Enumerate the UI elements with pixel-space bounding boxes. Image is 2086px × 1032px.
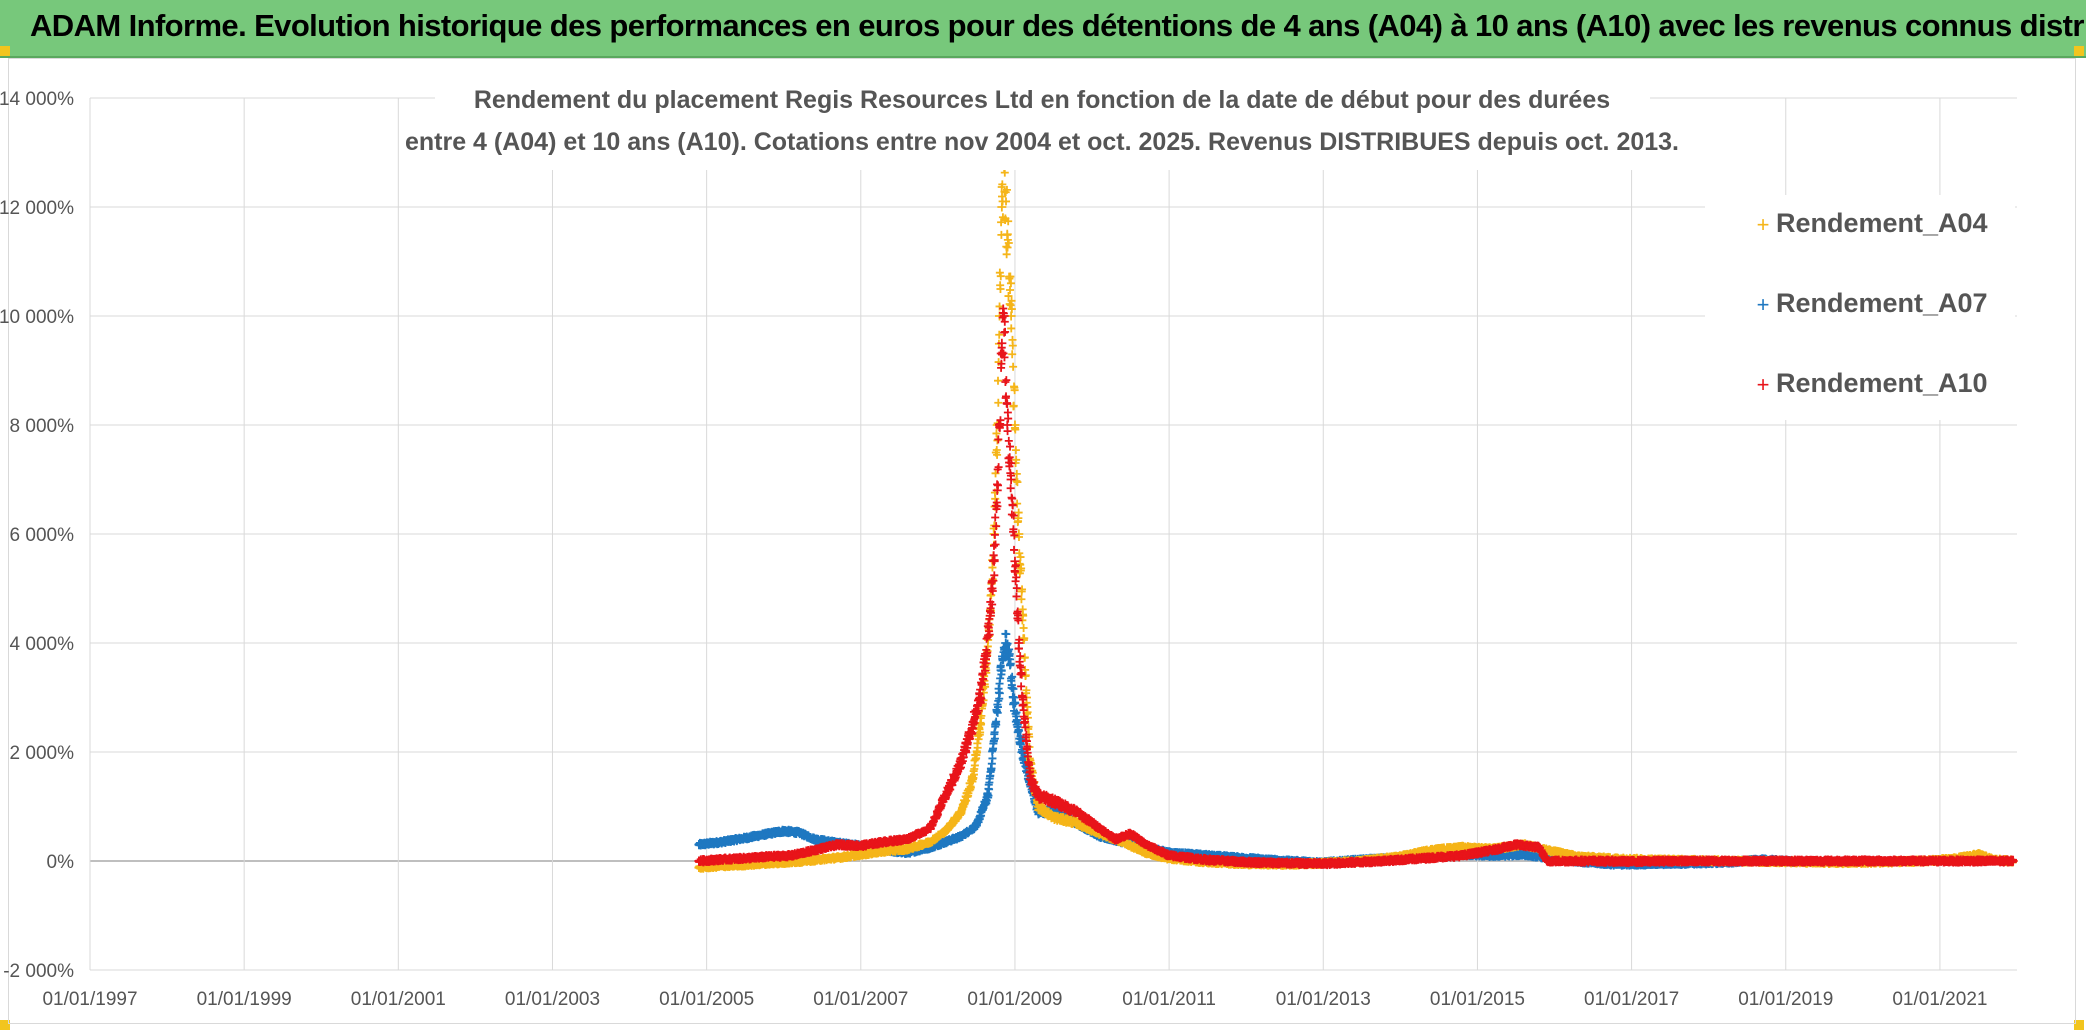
y-tick-label: 8 000% (10, 416, 75, 437)
y-tick-label: 0% (47, 852, 75, 873)
chart-frame (8, 58, 2076, 1024)
x-tick-label: 01/01/2019 (1738, 989, 1833, 1010)
data-point (1011, 425, 1020, 434)
banner: ADAM Informe. Evolution historique des p… (0, 0, 2086, 58)
x-tick-label: 01/01/2001 (351, 989, 446, 1010)
y-axis: 14 000% 12 000% 10 000% 8 000% 6 000% 4 000% 2… (0, 89, 74, 982)
data-point (1002, 250, 1011, 259)
x-tick-label: 01/01/2005 (659, 989, 754, 1010)
y-tick-label: 2 000% (10, 743, 75, 764)
data-point (1008, 341, 1017, 350)
series-rendement_a07 (694, 629, 1798, 870)
corner-marker-bottom-left (0, 1020, 10, 1030)
x-tick-label: 01/01/2009 (967, 989, 1062, 1010)
x-tick-label: 01/01/2015 (1430, 989, 1525, 1010)
x-tick-label: 01/01/2007 (813, 989, 908, 1010)
corner-marker-left (0, 46, 10, 56)
x-axis: 01/01/1997 01/01/1999 01/01/2001 01/01/2003… (42, 989, 1987, 1010)
banner-title: ADAM Informe. Evolution historique des p… (30, 8, 2086, 43)
x-tick-label: 01/01/1997 (42, 989, 137, 1010)
x-tick-label: 01/01/1999 (197, 989, 292, 1010)
data-point (1019, 624, 1028, 633)
corner-marker-bottom-right (2074, 1020, 2084, 1030)
data-point (994, 398, 1003, 407)
data-point (1016, 553, 1025, 562)
data-point (1020, 653, 1029, 662)
x-tick-label: 01/01/2003 (505, 989, 600, 1010)
y-tick-label: 14 000% (0, 89, 74, 110)
data-point (1013, 499, 1022, 508)
y-tick-label: 10 000% (0, 307, 74, 328)
x-tick-label: 01/01/2021 (1892, 989, 1987, 1010)
data-point (993, 436, 1002, 445)
plot-area (694, 148, 2018, 873)
data-point (1009, 685, 1018, 694)
data-point (988, 754, 997, 763)
data-point (1006, 301, 1015, 310)
y-tick-label: 6 000% (10, 525, 75, 546)
data-point (1002, 630, 1011, 639)
x-tick-label: 01/01/2017 (1584, 989, 1679, 1010)
data-point (1003, 243, 1012, 252)
data-point (996, 284, 1005, 293)
data-point (995, 689, 1004, 698)
data-point (1009, 362, 1018, 371)
data-point (1006, 285, 1015, 294)
data-point (985, 785, 994, 794)
data-point (996, 674, 1005, 683)
y-tick-label: -2 000% (3, 961, 74, 982)
x-tick-label: 01/01/2013 (1276, 989, 1371, 1010)
corner-marker-right (2074, 46, 2084, 56)
x-tick-label: 01/01/2011 (1122, 989, 1216, 1010)
data-point (1012, 477, 1021, 486)
data-point (994, 376, 1002, 385)
y-tick-label: 4 000% (10, 634, 75, 655)
y-tick-label: 12 000% (0, 198, 74, 219)
data-point (1006, 279, 1015, 288)
data-point (1020, 634, 1029, 643)
